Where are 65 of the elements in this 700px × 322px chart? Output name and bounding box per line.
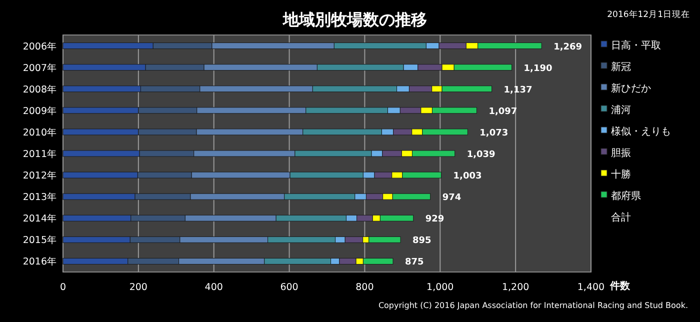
bar	[62, 64, 146, 71]
x-tick-label: 1,400	[577, 282, 605, 293]
bar	[145, 64, 204, 71]
legend-label: 新冠	[611, 61, 631, 73]
y-tick-label: 2014年	[22, 212, 57, 225]
total-label: 1,137	[504, 85, 532, 96]
bar	[62, 42, 154, 50]
x-axis-title: 件数	[609, 280, 631, 292]
bar	[128, 258, 180, 264]
bar	[137, 172, 192, 178]
x-tick-label: 600	[280, 282, 298, 293]
bar	[139, 150, 194, 157]
bar	[130, 236, 180, 243]
legend-label: 十勝	[611, 168, 631, 180]
y-tick-label: 2012年	[22, 170, 57, 182]
bar	[62, 236, 130, 243]
total-label: 1,039	[466, 150, 496, 160]
y-tick-label: 2007年	[22, 62, 57, 74]
bar	[138, 128, 197, 136]
x-tick-label: 800	[356, 282, 374, 293]
bar	[62, 107, 139, 114]
text: Copyright (C) 2016 Japan Association for International Racing and Stud Book.	[378, 301, 688, 310]
total-label: 929	[425, 214, 444, 225]
total-label: 1,073	[480, 128, 508, 138]
total-label: 875	[405, 258, 424, 268]
bar	[138, 107, 198, 114]
x-tick-label: 0	[60, 282, 66, 293]
total-label: 1,003	[453, 172, 482, 182]
x-tick-label: 400	[204, 282, 223, 293]
y-tick-label: 2011年	[22, 148, 57, 160]
legend-label: 新ひだか	[611, 82, 651, 94]
total-label: 1,190	[524, 64, 552, 74]
text: 合計	[611, 212, 631, 224]
y-tick-label: 2006年	[22, 40, 57, 52]
x-tick-label: 1,000	[426, 282, 454, 293]
text: 2016年12月1日現在	[607, 9, 690, 20]
y-tick-label: 2015年	[22, 234, 57, 246]
y-tick-label: 2010年	[22, 126, 57, 138]
bar	[62, 258, 128, 264]
y-tick-label: 2008年	[22, 83, 57, 96]
legend-label: 様似・えりも	[611, 126, 671, 138]
y-tick-label: 2013年	[22, 191, 57, 204]
bar	[62, 193, 136, 200]
x-tick-label: 200	[129, 282, 148, 293]
legend-label: 浦河	[611, 104, 631, 116]
bar	[62, 214, 132, 222]
bar	[62, 150, 140, 157]
total-label: 974	[442, 193, 462, 204]
y-tick-label: 2009年	[22, 104, 57, 117]
total-label: 1,269	[554, 42, 582, 52]
bar	[62, 86, 141, 92]
bar	[134, 193, 191, 200]
bar	[62, 172, 138, 178]
bar	[62, 128, 139, 136]
x-tick-label: 1,200	[502, 282, 530, 293]
bar	[152, 42, 212, 50]
legend-label: 胆振	[611, 147, 631, 159]
bar	[140, 86, 200, 92]
total-label: 1,097	[488, 106, 518, 117]
y-tick-label: 2016年	[22, 256, 57, 268]
legend-label: 都府県	[611, 190, 641, 202]
chart-title: 地域別牧場数の推移	[282, 10, 427, 29]
total-label: 895	[412, 236, 432, 246]
bar	[130, 214, 186, 222]
legend-label: 日高・平取	[611, 40, 661, 52]
